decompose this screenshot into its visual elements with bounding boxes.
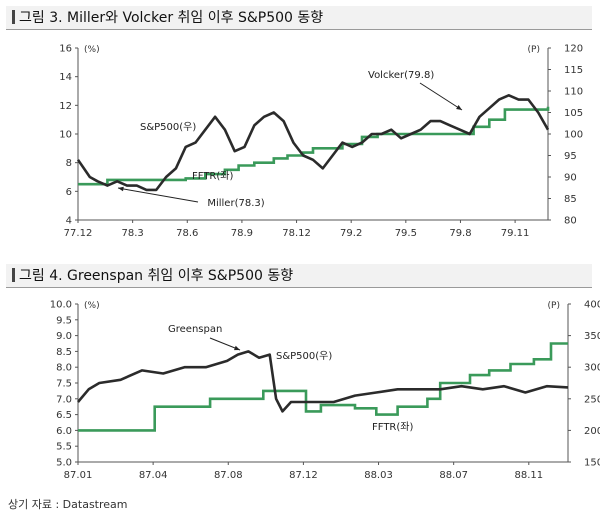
x-tick-label: 87.08 — [214, 470, 243, 481]
right-tick-label: 300 — [584, 363, 600, 374]
left-tick-label: 6 — [66, 187, 72, 198]
left-tick-label: 5.0 — [56, 458, 72, 469]
x-tick-label: 88.11 — [514, 470, 543, 481]
annotation-arrowhead — [234, 345, 240, 351]
right-tick-label: 105 — [564, 108, 583, 119]
left-tick-label: 10 — [59, 130, 72, 141]
left-tick-label: 7.5 — [56, 379, 72, 390]
x-tick-label: 88.07 — [439, 470, 468, 481]
right-tick-label: 150 — [584, 458, 600, 469]
series-line-sp500 — [77, 350, 569, 413]
left-tick-label: 8.0 — [56, 363, 72, 374]
x-tick-label: 79.11 — [501, 228, 530, 239]
x-tick-label: 79.8 — [449, 228, 471, 239]
left-tick-label: 16 — [59, 44, 72, 55]
left-tick-label: 10.0 — [50, 300, 72, 311]
annotation-arrow — [419, 82, 463, 111]
right-tick-label: 85 — [564, 194, 577, 205]
left-tick-label: 7.0 — [56, 394, 72, 405]
right-tick-label: 100 — [564, 130, 583, 141]
right-tick-label: 200 — [584, 426, 600, 437]
annotation-label: FFTR(좌) — [372, 421, 413, 433]
right-tick-label: 95 — [564, 151, 577, 162]
figure-4-title-text: 그림 4. Greenspan 취임 이후 S&P500 동향 — [19, 268, 294, 284]
left-tick-label: 4 — [66, 216, 72, 227]
right-unit: (P) — [528, 45, 540, 55]
left-tick-label: 9.0 — [56, 331, 72, 342]
left-tick-label: 8.5 — [56, 347, 72, 358]
right-unit: (P) — [548, 301, 560, 311]
annotation-arrowhead — [118, 186, 124, 192]
left-tick-label: 14 — [59, 72, 72, 83]
annotation-label: Greenspan — [168, 324, 222, 335]
series-line-fftr — [78, 342, 568, 432]
right-tick-label: 400 — [584, 300, 600, 311]
right-tick-label: 80 — [564, 216, 577, 227]
x-tick-label: 79.5 — [395, 228, 417, 239]
left-unit: (%) — [84, 45, 100, 55]
title-marker — [12, 10, 15, 24]
x-tick-label: 78.9 — [231, 228, 253, 239]
right-tick-label: 120 — [564, 44, 583, 55]
left-tick-label: 6.0 — [56, 426, 72, 437]
right-tick-label: 110 — [564, 87, 583, 98]
title-marker — [12, 268, 15, 282]
left-tick-label: 6.5 — [56, 410, 72, 421]
x-tick-label: 79.2 — [340, 228, 362, 239]
annotation-label: S&P500(우) — [276, 350, 332, 362]
figure-3-title: 그림 3. Miller와 Volcker 취임 이후 S&P500 동향 — [6, 6, 592, 30]
right-tick-label: 250 — [584, 394, 600, 405]
figure-4-chart: 5.0 5.5 6.0 6.5 7.0 7.5 8.0 8.5 9.0 9.5 10.0 150 200… — [50, 300, 600, 482]
right-tick-label: 115 — [564, 65, 583, 76]
annotation-label: FFTR(좌) — [192, 170, 233, 182]
x-tick-label: 87.04 — [139, 470, 168, 481]
left-tick-label: 12 — [59, 101, 72, 112]
annotation-label: Miller(78.3) — [207, 198, 264, 209]
left-unit: (%) — [84, 301, 100, 311]
annotation-arrowhead — [456, 105, 462, 110]
annotation-label: S&P500(우) — [140, 121, 196, 133]
figure-3-title-text: 그림 3. Miller와 Volcker 취임 이후 S&P500 동향 — [19, 10, 324, 26]
x-tick-label: 77.12 — [64, 228, 93, 239]
annotation-arrow — [117, 187, 199, 203]
figure-4-title: 그림 4. Greenspan 취임 이후 S&P500 동향 — [6, 264, 592, 288]
x-tick-label: 78.3 — [122, 228, 144, 239]
figure-3-chart: 4 6 8 10 12 14 16 80 85 90 95 100 105 110 115 120 (%) (P)… — [59, 44, 583, 240]
right-tick-label: 90 — [564, 173, 577, 184]
left-tick-label: 8 — [66, 158, 72, 169]
left-tick-label: 9.5 — [56, 315, 72, 326]
left-tick-label: 5.5 — [56, 442, 72, 453]
x-tick-label: 78.12 — [282, 228, 311, 239]
x-tick-label: 78.6 — [176, 228, 198, 239]
annotation-label: Volcker(79.8) — [368, 70, 434, 81]
x-tick-label: 88.03 — [364, 470, 393, 481]
series-line-sp500 — [76, 94, 550, 192]
right-tick-label: 350 — [584, 331, 600, 342]
x-tick-label: 87.01 — [64, 470, 93, 481]
x-tick-label: 87.12 — [289, 470, 318, 481]
source-note: 상기 자료 : Datastream — [8, 498, 128, 511]
